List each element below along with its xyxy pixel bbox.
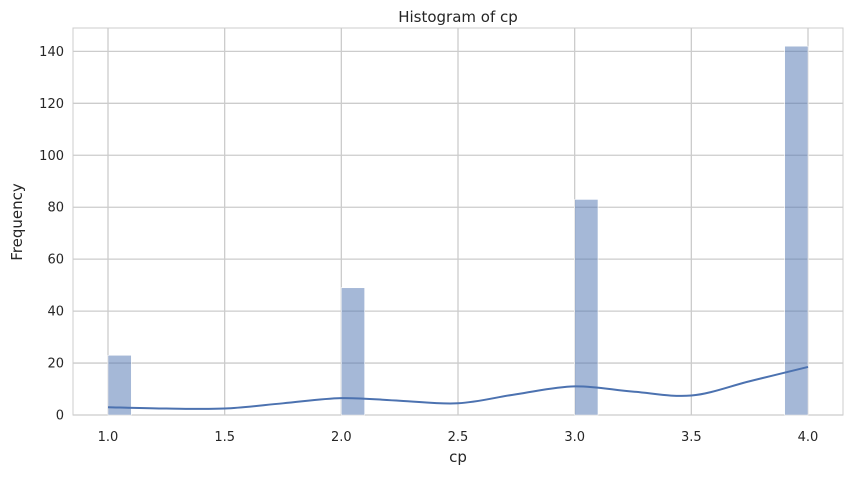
y-tick-label: 20 [47, 357, 64, 372]
histogram-bar [341, 287, 365, 416]
x-tick-label: 2.0 [331, 430, 352, 445]
x-tick-labels: 1.0 1.5 2.0 2.5 3.0 3.5 4.0 [98, 430, 819, 445]
histogram-bar [574, 199, 599, 416]
y-tick-label: 80 [47, 201, 64, 216]
y-tick-label: 60 [47, 253, 64, 268]
y-tick-label: 0 [56, 409, 64, 424]
kde-curve-layer [107, 365, 809, 410]
y-tick-label: 100 [39, 149, 64, 164]
x-tick-label: 2.5 [448, 430, 469, 445]
kde-curve [107, 365, 809, 410]
x-tick-label: 1.5 [214, 430, 235, 445]
histogram-bar [784, 45, 809, 416]
y-axis-title: Frequency [8, 183, 26, 261]
y-tick-label: 120 [39, 97, 64, 112]
x-tick-label: 3.5 [681, 430, 702, 445]
x-tick-label: 3.0 [564, 430, 585, 445]
x-axis-title: cp [449, 448, 467, 466]
x-tick-label: 1.0 [98, 430, 119, 445]
y-tick-labels: 0 20 40 60 80 100 120 140 [39, 45, 64, 424]
chart-title: Histogram of cp [398, 8, 518, 26]
histogram-bar [107, 354, 132, 416]
x-tick-label: 4.0 [798, 430, 819, 445]
y-tick-label: 40 [47, 305, 64, 320]
histogram-bars [107, 45, 809, 416]
y-tick-label: 140 [39, 45, 64, 60]
